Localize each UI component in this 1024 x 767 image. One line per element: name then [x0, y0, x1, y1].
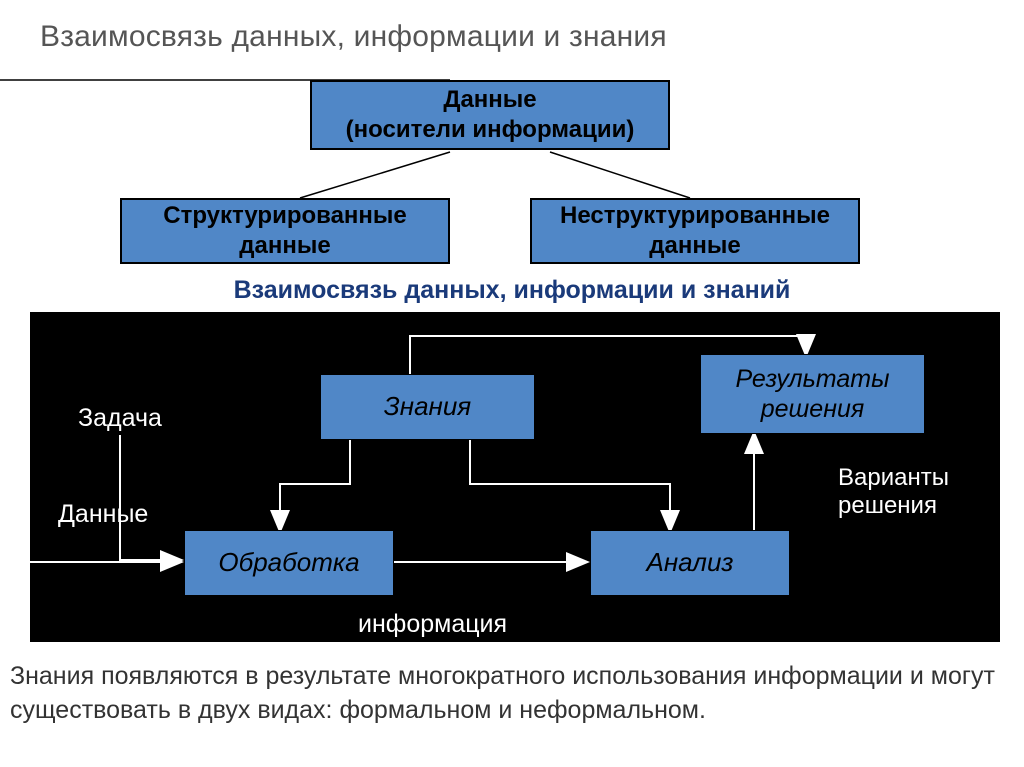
tree-child-1-box: Неструктурированные данные — [530, 198, 860, 264]
page: Взаимосвязь данных, информации и знания … — [0, 0, 1024, 767]
flow-edge — [280, 440, 350, 530]
flow-node-analysis: Анализ — [590, 530, 790, 596]
flow-label: Задача — [78, 404, 162, 433]
flow-label: Данные — [58, 500, 148, 529]
top-tree-diagram: Данные (носители информации) Структуриро… — [0, 80, 1024, 270]
tree-root-line2: (носители информации) — [312, 115, 668, 145]
flow-edge — [470, 440, 670, 530]
tree-child-1-line1: Неструктурированные — [532, 201, 858, 231]
flow-node-results: Результатырешения — [700, 354, 925, 434]
flow-label: Вариантырешения — [838, 464, 949, 520]
flow-node-knowledge: Знания — [320, 374, 535, 440]
tree-root-box: Данные (носители информации) — [310, 80, 670, 150]
tree-child-0-box: Структурированные данные — [120, 198, 450, 264]
tree-connector-line — [300, 152, 450, 198]
flow-edge — [120, 435, 180, 560]
flow-label: информация — [358, 610, 507, 639]
page-title: Взаимосвязь данных, информации и знания — [40, 20, 667, 54]
flow-node-processing: Обработка — [184, 530, 394, 596]
tree-connector-line — [550, 152, 690, 198]
tree-child-1-line2: данные — [532, 231, 858, 261]
flow-diagram: Знания Результатырешения Обработка Анализ За… — [30, 312, 1000, 642]
tree-root-line1: Данные — [312, 85, 668, 115]
diagram-subtitle: Взаимосвязь данных, информации и знаний — [0, 276, 1024, 305]
tree-child-0-line2: данные — [122, 231, 448, 261]
footer-text: Знания появляются в результате многократ… — [10, 660, 1010, 728]
tree-child-0-line1: Структурированные — [122, 201, 448, 231]
